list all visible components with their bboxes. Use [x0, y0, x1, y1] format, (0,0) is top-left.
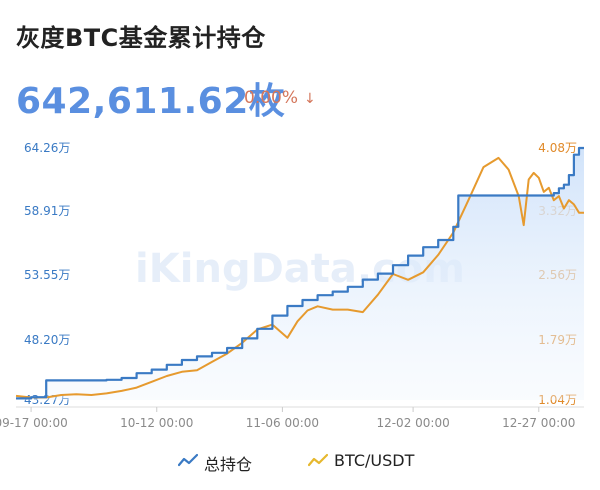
line-chart-icon — [178, 453, 198, 467]
x-axis-tick-label: 10-12 00:00 — [120, 416, 193, 430]
legend-item-btc[interactable]: BTC/USDT — [308, 447, 438, 475]
holdings-change-percent: 0.00% — [244, 88, 299, 108]
holdings-area — [16, 148, 584, 400]
left-axis-tick: 48.20万 — [24, 333, 70, 347]
arrow-down-icon: ↓ — [304, 91, 316, 107]
holdings-change: 0.00% ↓ — [244, 88, 316, 108]
page-title: 灰度BTC基金累计持仓 — [16, 24, 266, 52]
x-axis-tick-label: 12-27 00:00 — [502, 416, 575, 430]
total-holdings-value: 642,611.62枚 — [16, 81, 286, 122]
left-axis-tick: 53.55万 — [24, 268, 70, 282]
legend-label-holdings: 总持仓 — [204, 455, 253, 474]
btc-price-line — [15, 156, 584, 399]
left-axis-tick: 64.26万 — [24, 141, 70, 155]
legend-label-btc: BTC/USDT — [334, 451, 415, 470]
holdings-chart: iKingData.com 64.26万58.91万53.55万48.20万43… — [0, 141, 584, 430]
chart-legend: 总持仓 BTC/USDT — [0, 447, 600, 475]
x-axis-tick-label: 09-17 00:00 — [0, 416, 68, 430]
left-axis-tick: 58.91万 — [24, 204, 70, 218]
legend-item-holdings[interactable]: 总持仓 — [178, 447, 278, 475]
right-axis-tick: 4.08万 — [538, 141, 577, 155]
holdings-line — [16, 146, 584, 400]
x-axis-tick-label: 11-06 00:00 — [246, 416, 319, 430]
line-chart-icon — [308, 453, 328, 467]
x-axis-tick-label: 12-02 00:00 — [376, 416, 449, 430]
